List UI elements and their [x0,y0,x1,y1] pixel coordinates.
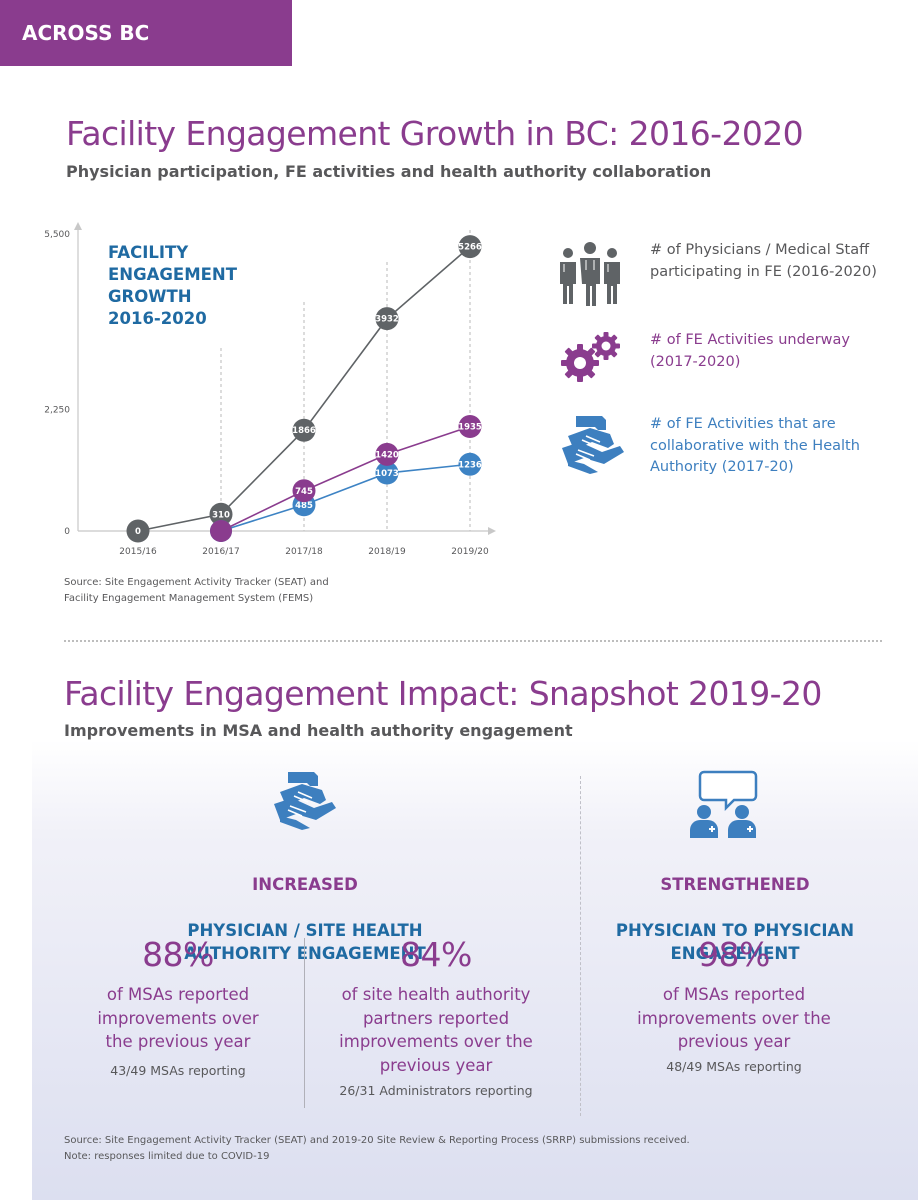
impact-source-note: Source: Site Engagement Activity Tracker… [64,1135,690,1162]
growth-subtitle: Physician participation, FE activities a… [66,162,712,181]
data-point [458,415,482,439]
x-tick-label: 2016/17 [202,547,239,557]
x-tick-label: 2015/16 [119,547,157,557]
legend-label-collaborative: # of FE Activities that are collaborativ… [650,416,860,475]
series-line-1 [220,425,471,532]
impact-subtitle: Improvements in MSA and health authority… [64,721,573,740]
y-axis-arrow [74,222,82,230]
stat-pct-msa-site: 88% [142,935,214,974]
data-label: 5266 [458,243,482,253]
legend-item-activities: # of FE Activities underway (2017-2020) [558,330,890,390]
data-point [375,442,399,466]
gears-icon [558,330,628,390]
data-label: 3932 [375,315,399,325]
panel-right-title-line1: STRENGTHENED [660,875,810,894]
x-tick-label: 2017/18 [285,547,323,557]
data-point [458,452,482,476]
data-point [375,461,399,485]
stat-text-msa-site: of MSAs reported improvements over the p… [97,985,259,1051]
chart-inset-title: FACILITY ENGAGEMENT GROWTH 2016-2020 [108,243,237,328]
data-label: 310 [212,510,230,520]
section-banner: ACROSS BC [0,0,292,66]
chart-points: 0 310 1866 3932 5266 485 1073 1236 745 1420 1935 [126,235,482,543]
data-label: 1420 [375,450,399,460]
data-label: 745 [295,487,313,497]
panel-right-title-rest: PHYSICIAN TO PHYSICIAN ENGAGEMENT [615,921,855,963]
y-tick-label: 5,500 [44,230,70,240]
data-point [375,307,399,331]
stat-note-msa-site: 43/49 MSAs reporting [110,1063,246,1078]
section-divider [64,640,882,642]
stat-separator [304,938,305,1108]
stat-note-physician: 48/49 MSAs reporting [666,1059,802,1074]
stacked-hands-icon [558,414,628,478]
panel-left-title: INCREASED PHYSICIAN / SITE HEALTH AUTHOR… [130,850,480,988]
legend-label-physicians: # of Physicians / Medical Staff particip… [650,242,877,280]
chart-source-note: Source: Site Engagement Activity Tracker… [64,577,329,604]
legend-item-collaborative: # of FE Activities that are collaborativ… [558,414,890,479]
data-point [210,520,232,542]
chart-ticks: 0 2,250 5,500 2015/16 2016/17 2017/18 2018/19 2… [44,230,489,557]
legend-label-activities: # of FE Activities underway (2017-2020) [650,332,851,370]
panel-separator [580,776,581,1116]
stat-pct-ha-partners: 84% [400,935,472,974]
data-point [126,519,150,543]
y-tick-label: 2,250 [44,406,70,416]
legend-item-physicians: # of Physicians / Medical Staff particip… [558,240,890,310]
impact-background [32,740,918,1200]
data-point [209,502,233,526]
data-label: 1236 [458,460,482,470]
x-tick-label: 2018/19 [368,547,406,557]
panel-right-title: STRENGTHENED PHYSICIAN TO PHYSICIAN ENGA… [600,850,870,988]
growth-title: Facility Engagement Growth in BC: 2016-2… [66,114,804,153]
data-label: 485 [295,501,313,511]
stacked-hands-icon [270,770,338,836]
data-label: 1935 [458,423,482,433]
growth-line-chart: 0 310 1866 3932 5266 485 1073 1236 745 1420 1935 0… [44,222,496,557]
stat-text-physician: of MSAs reported improvements over the p… [637,985,831,1051]
data-label: 1073 [375,469,399,479]
chart-grid [220,230,471,531]
stat-pct-physician: 98% [698,935,770,974]
physicians-conversation-icon [688,770,760,844]
series-line-2 [220,463,471,532]
stat-text-ha-partners: of site health authority partners report… [339,985,533,1075]
impact-title: Facility Engagement Impact: Snapshot 201… [64,674,822,713]
physicians-group-icon [558,240,628,310]
panel-left-title-line1: INCREASED [252,875,358,894]
panel-left-title-rest: PHYSICIAN / SITE HEALTH AUTHORITY ENGAGE… [184,921,426,963]
stat-note-ha-partners: 26/31 Administrators reporting [339,1083,533,1098]
data-point [292,479,316,503]
x-tick-label: 2019/20 [451,547,489,557]
data-point [292,418,316,442]
y-tick-label: 0 [64,527,70,537]
x-axis-arrow [488,527,496,535]
data-label: 1866 [292,426,316,436]
data-label: 0 [135,527,141,537]
data-point [458,235,482,259]
